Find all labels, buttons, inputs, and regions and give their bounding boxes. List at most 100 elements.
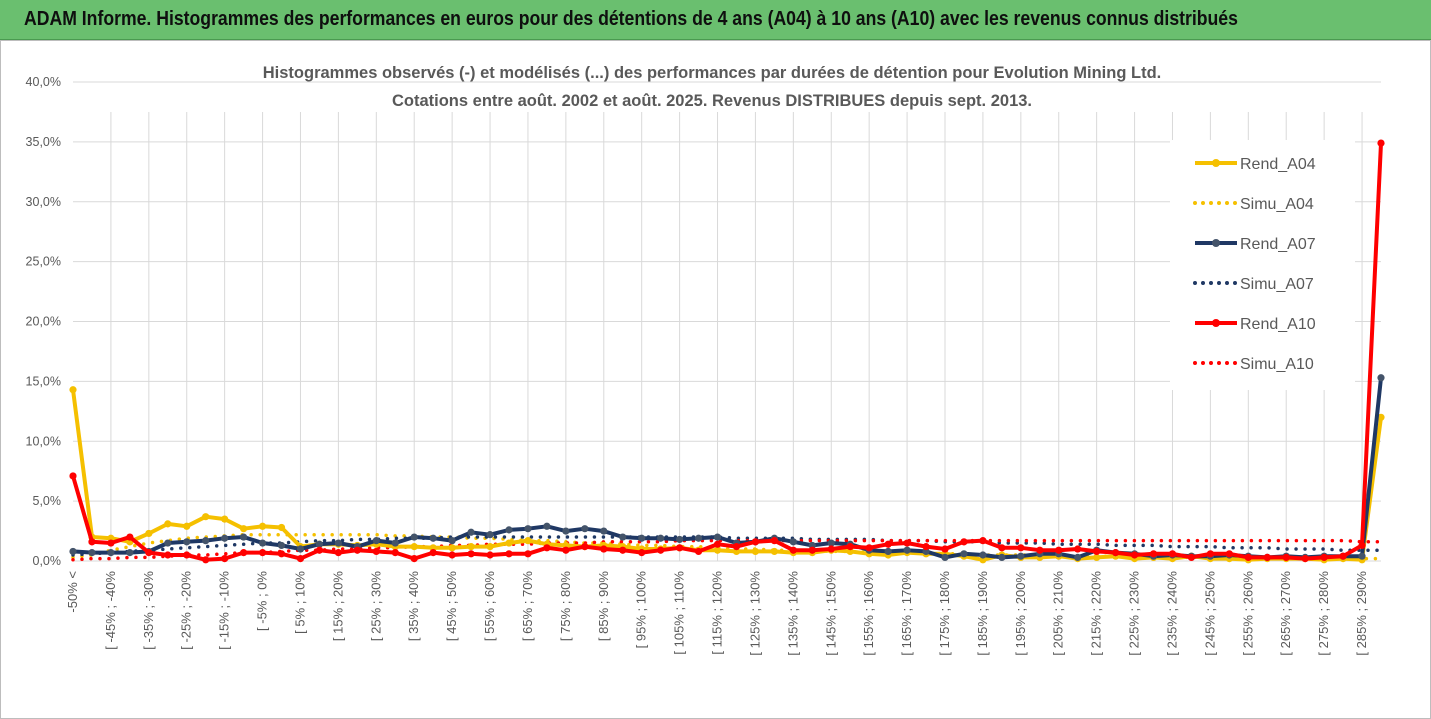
data-point xyxy=(638,549,646,557)
data-point xyxy=(1377,139,1385,147)
legend-item-Simu_A10: Simu_A10 xyxy=(1193,356,1314,373)
data-point xyxy=(467,528,475,536)
data-point xyxy=(751,538,760,546)
data-point xyxy=(88,538,96,546)
data-point xyxy=(448,544,456,552)
data-point xyxy=(258,522,267,530)
data-point xyxy=(221,555,229,563)
x-tick-label: [ 145% ; 150% xyxy=(823,571,838,656)
data-point xyxy=(145,529,153,538)
legend-item-Rend_A10: Rend_A10 xyxy=(1195,316,1316,333)
data-point xyxy=(126,549,134,557)
y-tick-label: 5,0% xyxy=(33,494,62,508)
data-point xyxy=(1036,546,1044,554)
x-tick-label: [ 265% ; 270% xyxy=(1278,571,1293,656)
data-point xyxy=(694,534,703,542)
data-point xyxy=(296,545,305,553)
data-point xyxy=(1377,413,1385,421)
legend-item-Simu_A07: Simu_A07 xyxy=(1193,276,1314,293)
x-axis-ticks: -50% < [ -45% ; -40% [ -35% ; -30% [ -25% ;… xyxy=(65,571,1369,656)
data-point xyxy=(998,553,1006,562)
data-point xyxy=(505,550,513,558)
data-point xyxy=(448,551,456,559)
x-tick-label: [ 255% ; 260% xyxy=(1240,571,1255,656)
data-point xyxy=(638,534,646,542)
legend-label: Rend_A04 xyxy=(1240,156,1316,173)
data-point xyxy=(486,543,494,551)
x-tick-label: [ 75% ; 80% xyxy=(558,571,573,642)
data-point xyxy=(277,523,286,532)
data-point xyxy=(164,520,172,528)
data-point xyxy=(145,549,153,557)
data-point xyxy=(922,543,930,551)
data-point xyxy=(694,547,703,556)
data-point xyxy=(391,539,399,547)
data-point xyxy=(240,533,248,541)
data-point xyxy=(296,555,305,563)
data-point xyxy=(1074,553,1082,562)
x-tick-label: [ 35% ; 40% xyxy=(406,571,421,642)
data-point xyxy=(619,533,627,541)
data-point xyxy=(183,551,191,559)
data-point xyxy=(1320,553,1328,562)
data-point xyxy=(410,543,418,551)
x-tick-label: [ 115% ; 120% xyxy=(710,571,725,655)
data-point xyxy=(543,522,551,530)
data-point xyxy=(543,544,551,552)
data-point xyxy=(372,547,380,556)
data-point xyxy=(164,539,172,547)
series-Rend_A07 xyxy=(69,374,1385,562)
data-point xyxy=(505,526,513,534)
data-point xyxy=(884,540,892,548)
data-point xyxy=(524,525,532,533)
data-point xyxy=(657,534,665,542)
data-point xyxy=(979,537,987,545)
data-point xyxy=(827,539,835,547)
data-point xyxy=(1112,549,1120,557)
series-layer xyxy=(69,139,1385,564)
data-point xyxy=(600,545,608,553)
data-point xyxy=(1187,553,1196,562)
data-point xyxy=(524,550,532,558)
data-point xyxy=(657,546,665,554)
y-tick-label: 0,0% xyxy=(33,554,62,568)
data-point xyxy=(467,543,475,551)
data-point xyxy=(941,553,949,562)
data-point xyxy=(258,539,267,547)
y-tick-label: 10,0% xyxy=(26,434,61,448)
data-point xyxy=(334,549,342,557)
data-point xyxy=(1017,544,1025,552)
x-tick-label: [ 45% ; 50% xyxy=(444,571,459,642)
data-point xyxy=(1168,550,1177,558)
data-point xyxy=(221,515,229,523)
legend: Rend_A04 Simu_A04 Rend_A07 Simu_A07 Rend_A10… xyxy=(1170,140,1355,390)
x-tick-label: [ 125% ; 130% xyxy=(747,571,762,656)
data-point xyxy=(808,546,816,554)
series-Rend_A04 xyxy=(69,386,1385,564)
series-Rend_A10 xyxy=(69,139,1385,564)
data-point xyxy=(1282,553,1290,562)
data-point xyxy=(884,547,892,556)
data-point xyxy=(789,538,797,546)
data-point xyxy=(581,543,589,551)
data-point xyxy=(467,550,475,558)
series-line-Simu_A10 xyxy=(71,538,1383,562)
x-tick-label: [ 25% ; 30% xyxy=(368,571,383,642)
y-tick-label: 40,0% xyxy=(26,75,61,89)
data-point xyxy=(846,543,854,551)
legend-marker xyxy=(1212,159,1220,167)
data-point xyxy=(486,531,494,539)
data-point xyxy=(960,550,968,558)
data-point xyxy=(713,540,722,548)
data-point xyxy=(1263,553,1271,562)
data-point xyxy=(960,538,968,546)
data-point xyxy=(1358,552,1366,560)
legend-box xyxy=(1170,140,1355,390)
x-tick-label: [ 285% ; 290% xyxy=(1354,571,1369,656)
data-point xyxy=(941,545,949,553)
chart-subtitle: Cotations entre août. 2002 et août. 2025… xyxy=(392,92,1032,110)
data-point xyxy=(1017,552,1025,560)
x-tick-label: [ 95% ; 100% xyxy=(634,571,649,649)
legend-item-Rend_A07: Rend_A07 xyxy=(1195,236,1316,253)
